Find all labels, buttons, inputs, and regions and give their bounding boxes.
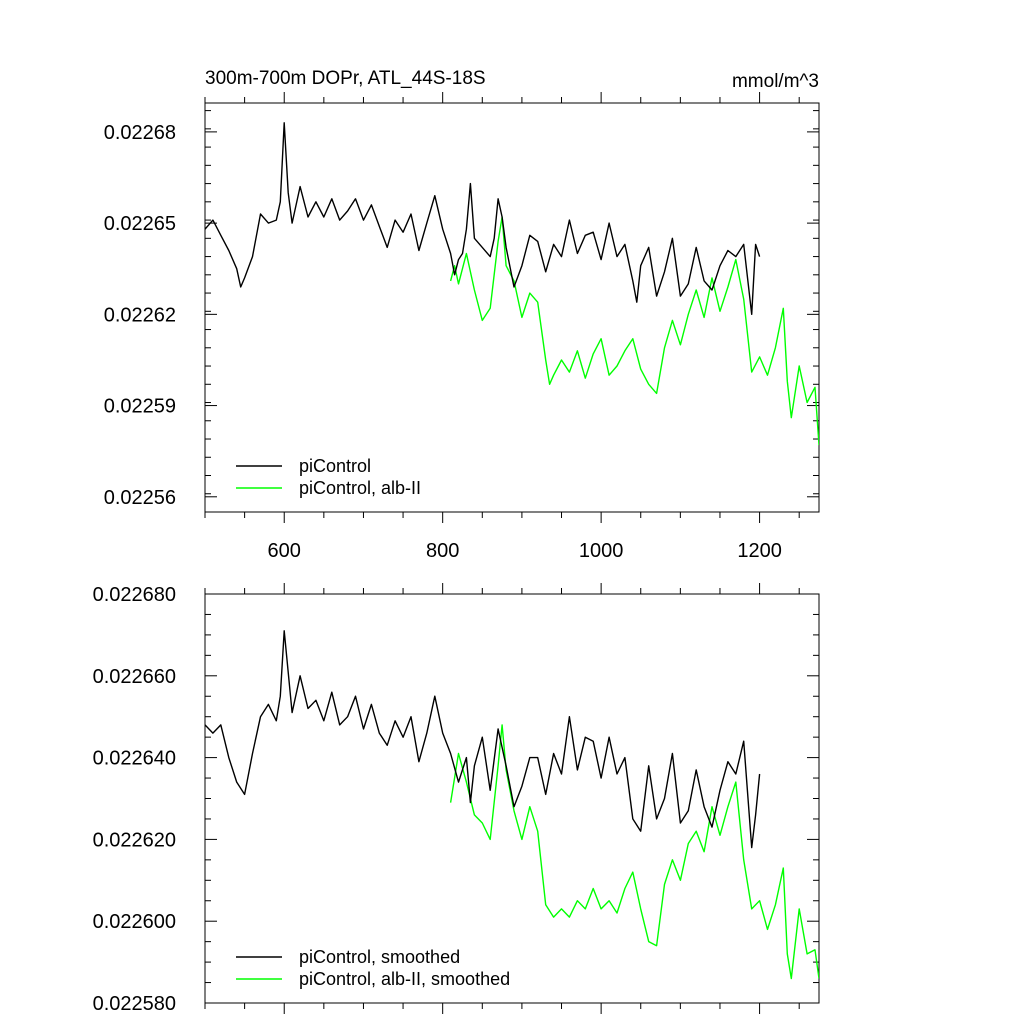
legend-label: piControl, alb-II, smoothed (299, 969, 510, 989)
units-label: mmol/m^3 (732, 71, 819, 92)
y-tick-label: 0.02259 (104, 396, 176, 418)
y-tick-label: 0.022600 (93, 911, 176, 933)
bottom-panel: 0.022580 0.022600 0.022620 0.022640 0.022660… (93, 583, 820, 1015)
series-line-alb-ii (449, 724, 819, 980)
y-tick-label: 0.02265 (104, 213, 176, 235)
series-line-picontrol (205, 122, 761, 315)
y-tick-label: 0.02268 (104, 122, 176, 144)
x-tick-label: 1000 (579, 540, 624, 562)
x-tick-label: 800 (426, 540, 459, 562)
y-tick-label: 0.022620 (93, 829, 176, 851)
legend-label: piControl (299, 456, 371, 476)
y-tick-label: 0.022660 (93, 666, 176, 688)
x-tick-label: 1200 (737, 540, 782, 562)
y-tick-label: 0.02262 (104, 304, 176, 326)
series-line-picontrol (205, 630, 761, 849)
y-tick-label: 0.02256 (104, 487, 176, 509)
x-tick-label: 600 (268, 540, 301, 562)
chart-title: 300m-700m DOPr, ATL_44S-18S (205, 68, 486, 89)
series-line-alb-ii (449, 216, 819, 446)
y-tick-label: 0.022640 (93, 748, 176, 770)
legend-label: piControl, smoothed (299, 947, 460, 967)
y-tick-label: 0.022680 (93, 584, 176, 606)
y-tick-label: 0.022580 (93, 993, 176, 1015)
top-panel: 300m-700m DOPr, ATL_44S-18S mmol/m^3 0.0… (104, 68, 820, 562)
top-plot-frame (204, 102, 820, 513)
legend-label: piControl, alb-II (299, 478, 421, 498)
